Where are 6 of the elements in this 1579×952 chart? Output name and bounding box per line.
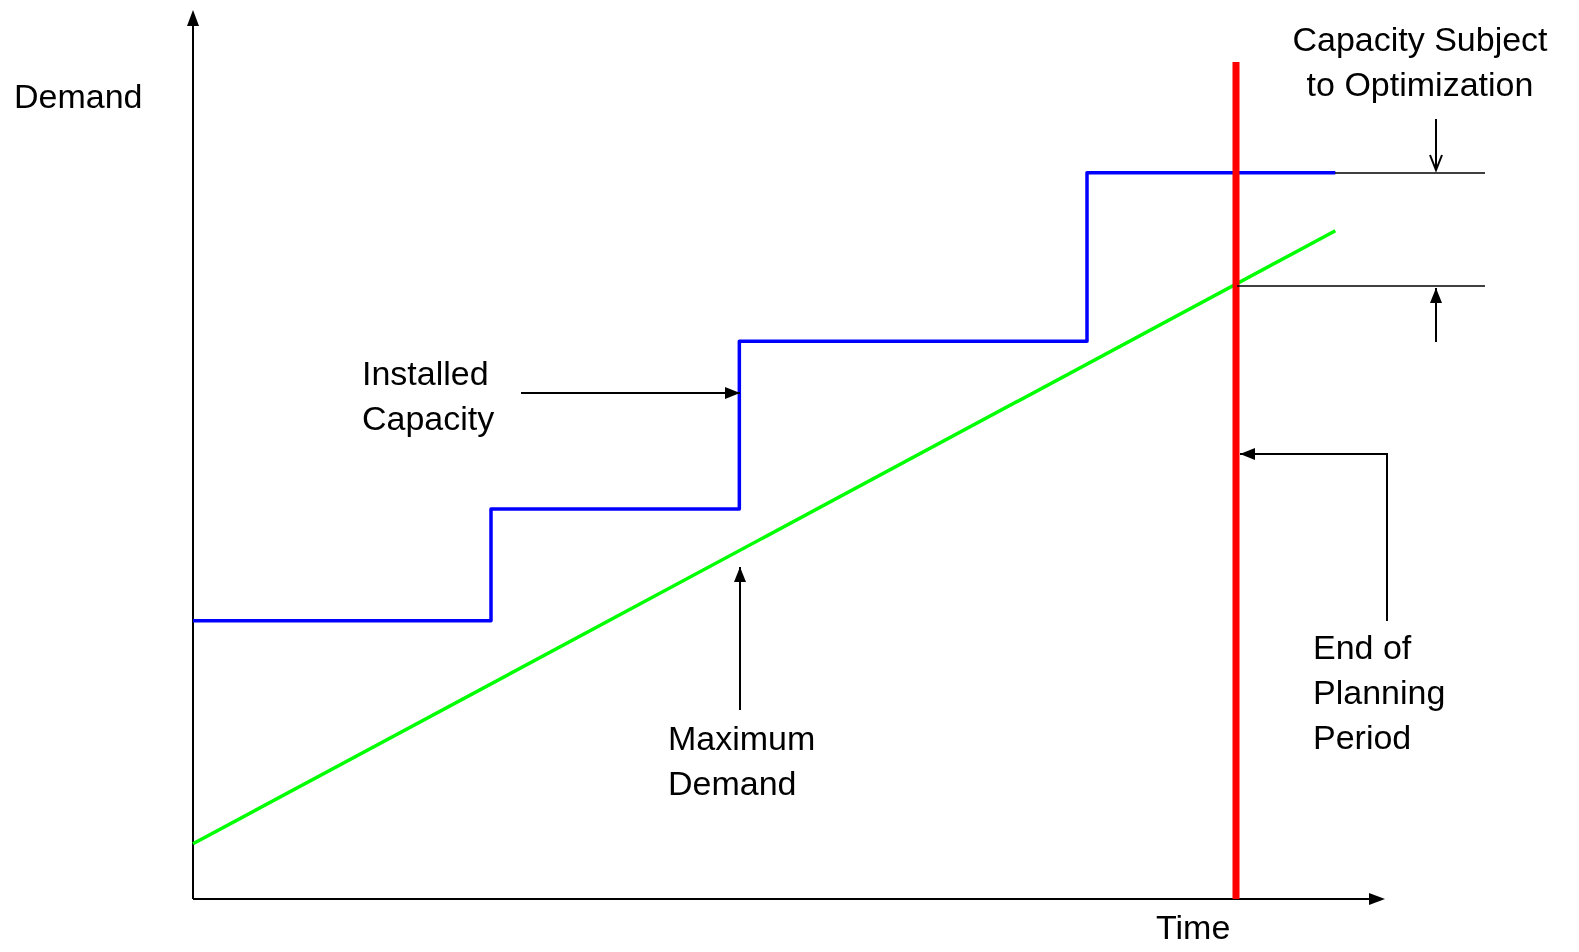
annotation: Installed Capacity xyxy=(362,353,496,439)
text: Capacity Subject to Optimization xyxy=(1291,19,1549,105)
x-axis-title: Time xyxy=(1156,907,1231,948)
annotation: Maximum Demand xyxy=(668,718,817,804)
annotation: End of Planning Period xyxy=(1313,627,1447,758)
y-axis-title: Demand xyxy=(14,76,143,117)
